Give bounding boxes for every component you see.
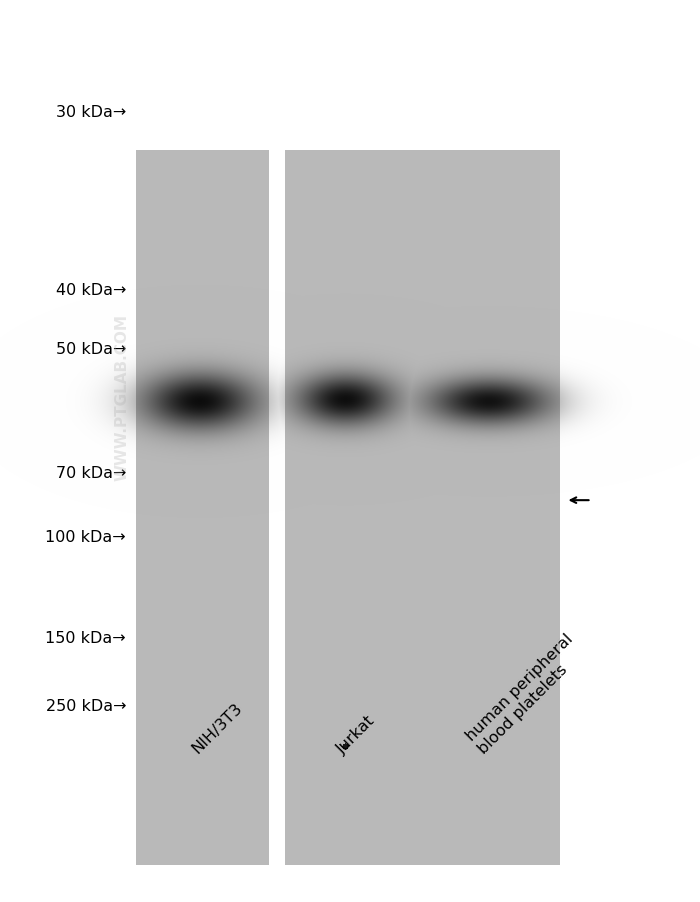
Text: 100 kDa→: 100 kDa→ xyxy=(46,529,126,544)
Text: 40 kDa→: 40 kDa→ xyxy=(55,283,126,298)
Text: 70 kDa→: 70 kDa→ xyxy=(55,465,126,480)
Text: human peripheral
blood platelets: human peripheral blood platelets xyxy=(463,631,589,756)
Text: Jurkat: Jurkat xyxy=(335,713,378,756)
Text: 50 kDa→: 50 kDa→ xyxy=(55,342,126,356)
Text: NIH/3T3: NIH/3T3 xyxy=(189,700,245,756)
Text: WWW.PTGLAB.COM: WWW.PTGLAB.COM xyxy=(115,314,130,480)
Text: 150 kDa→: 150 kDa→ xyxy=(46,630,126,645)
Text: 250 kDa→: 250 kDa→ xyxy=(46,698,126,713)
Text: 30 kDa→: 30 kDa→ xyxy=(56,106,126,120)
